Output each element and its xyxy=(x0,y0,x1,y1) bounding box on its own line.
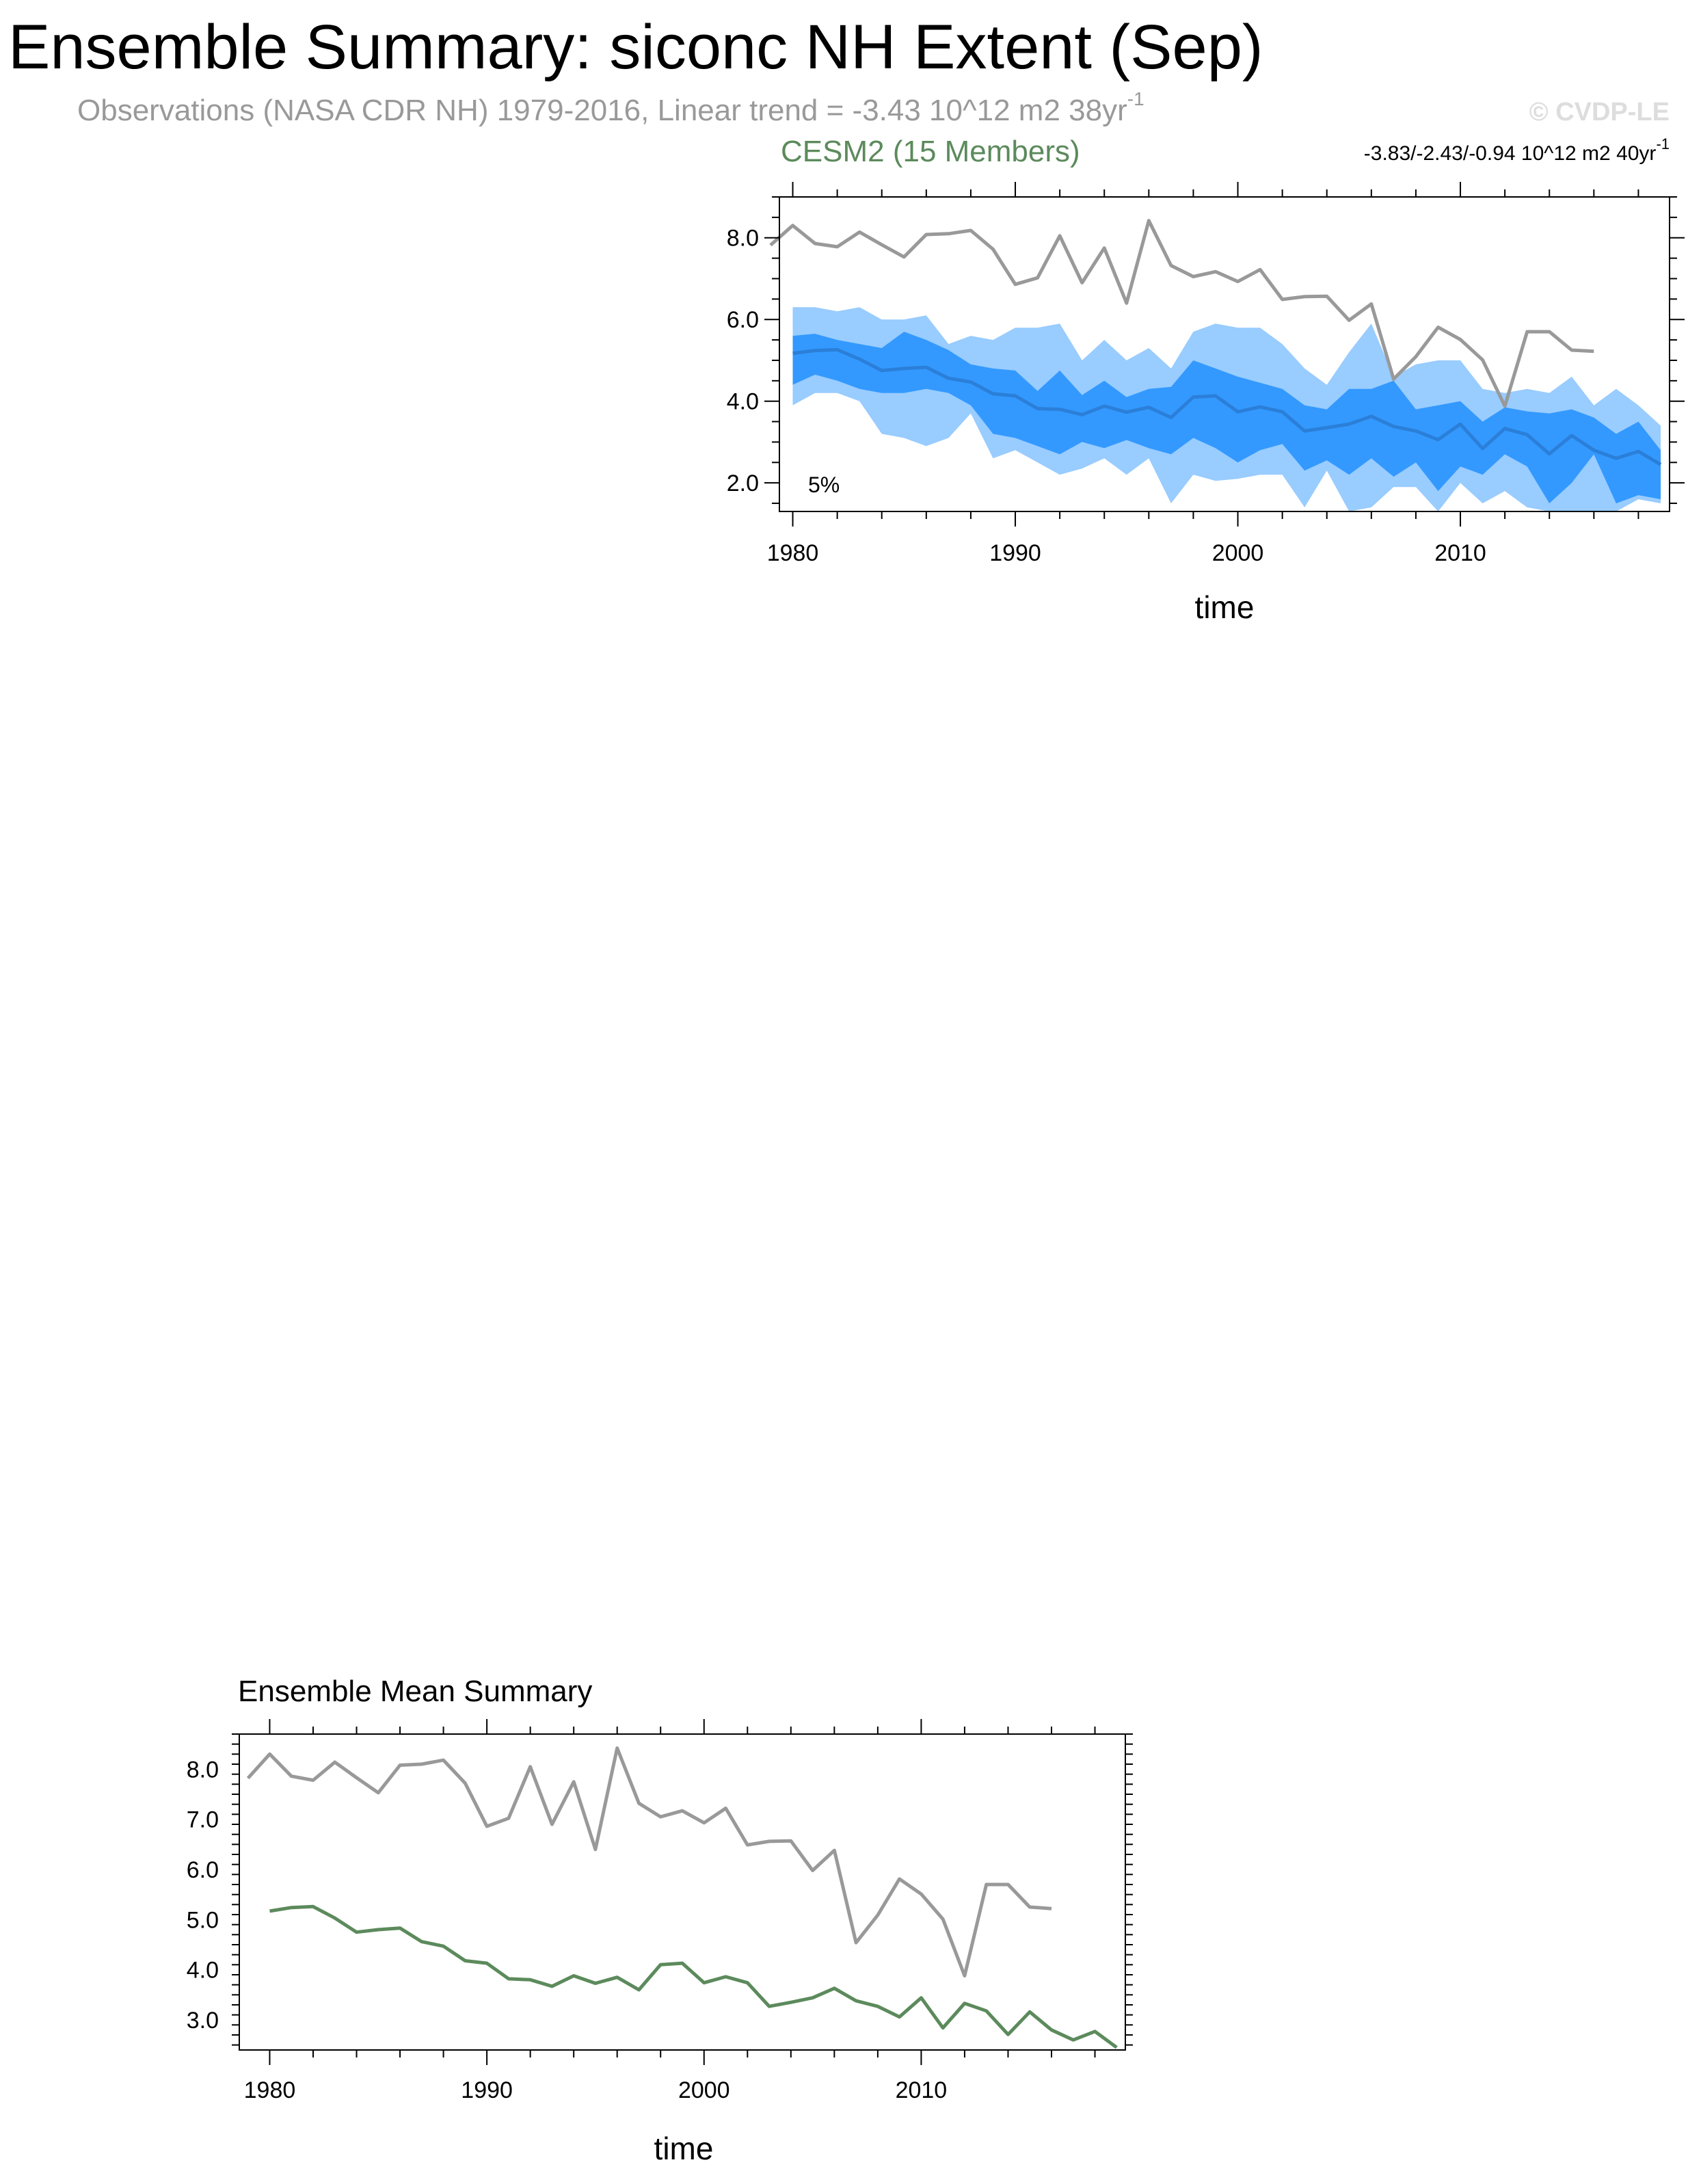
percentile-annotation: 5% xyxy=(808,472,840,497)
trend-range-value: -3.83/-2.43/-0.94 10^12 m2 40yr xyxy=(1364,142,1657,165)
x-tick-label: 1990 xyxy=(461,2077,513,2103)
y-tick-label: 6.0 xyxy=(187,1857,219,1883)
x-tick-label: 2010 xyxy=(896,2077,948,2103)
subtitle-superscript: -1 xyxy=(1127,88,1144,109)
y-tick-label: 2.0 xyxy=(727,470,759,496)
y-tick-label: 8.0 xyxy=(187,1757,219,1783)
figure-title: Ensemble Summary: siconc NH Extent (Sep) xyxy=(8,12,1263,82)
ensemble-mean-title: Ensemble Mean Summary xyxy=(238,1675,592,1708)
x-tick-label: 2010 xyxy=(1434,540,1486,566)
plot-area xyxy=(769,219,1662,511)
y-tick-label: 4.0 xyxy=(187,1958,219,1984)
ensemble-mean-line xyxy=(792,347,1662,466)
y-tick-label: 7.0 xyxy=(187,1807,219,1833)
watermark: © CVDP-LE xyxy=(1529,98,1670,126)
observations-line xyxy=(246,1746,1052,1977)
axis-ticks: 1980 1990 2000 2010 3.0 4.0 5.0 6.0 7.0 8.0 xyxy=(187,1719,1133,2103)
y-tick-label: 4.0 xyxy=(727,389,759,415)
trend-range-text: -3.83/-2.43/-0.94 10^12 m2 40yr-1 xyxy=(1364,135,1670,165)
trend-range-superscript: -1 xyxy=(1656,135,1670,152)
ensemble-mean-line xyxy=(269,1904,1118,2049)
y-tick-label: 8.0 xyxy=(727,226,759,252)
x-tick-label: 2000 xyxy=(1212,540,1264,566)
ensemble-mean-panel: Ensemble Mean Summary 1980 1990 2000 2010 3.… xyxy=(187,1675,1133,2166)
plot-frame xyxy=(239,1733,1126,2051)
x-axis-label: time xyxy=(654,2131,714,2166)
plot-frame xyxy=(779,196,1670,512)
x-tick-label: 1980 xyxy=(244,2077,296,2103)
figure-subtitle: Observations (NASA CDR NH) 1979-2016, Li… xyxy=(77,88,1144,127)
ensemble-spread-panel: CESM2 (15 Members) -3.83/-2.43/-0.94 10^… xyxy=(727,135,1685,625)
y-tick-label: 3.0 xyxy=(187,2008,219,2034)
inner-spread-band xyxy=(792,332,1661,504)
x-tick-label: 1980 xyxy=(767,540,819,566)
y-tick-label: 5.0 xyxy=(187,1907,219,1933)
x-tick-label: 1990 xyxy=(989,540,1041,566)
y-tick-label: 6.0 xyxy=(727,307,759,333)
model-title: CESM2 (15 Members) xyxy=(781,135,1080,168)
x-tick-label: 2000 xyxy=(678,2077,730,2103)
subtitle-text: Observations (NASA CDR NH) 1979-2016, Li… xyxy=(77,94,1127,127)
x-axis-label: time xyxy=(1195,589,1255,625)
observations-line xyxy=(769,219,1594,408)
axis-ticks: 1980 1990 2000 2010 2.0 4.0 6.0 8.0 xyxy=(727,182,1685,566)
